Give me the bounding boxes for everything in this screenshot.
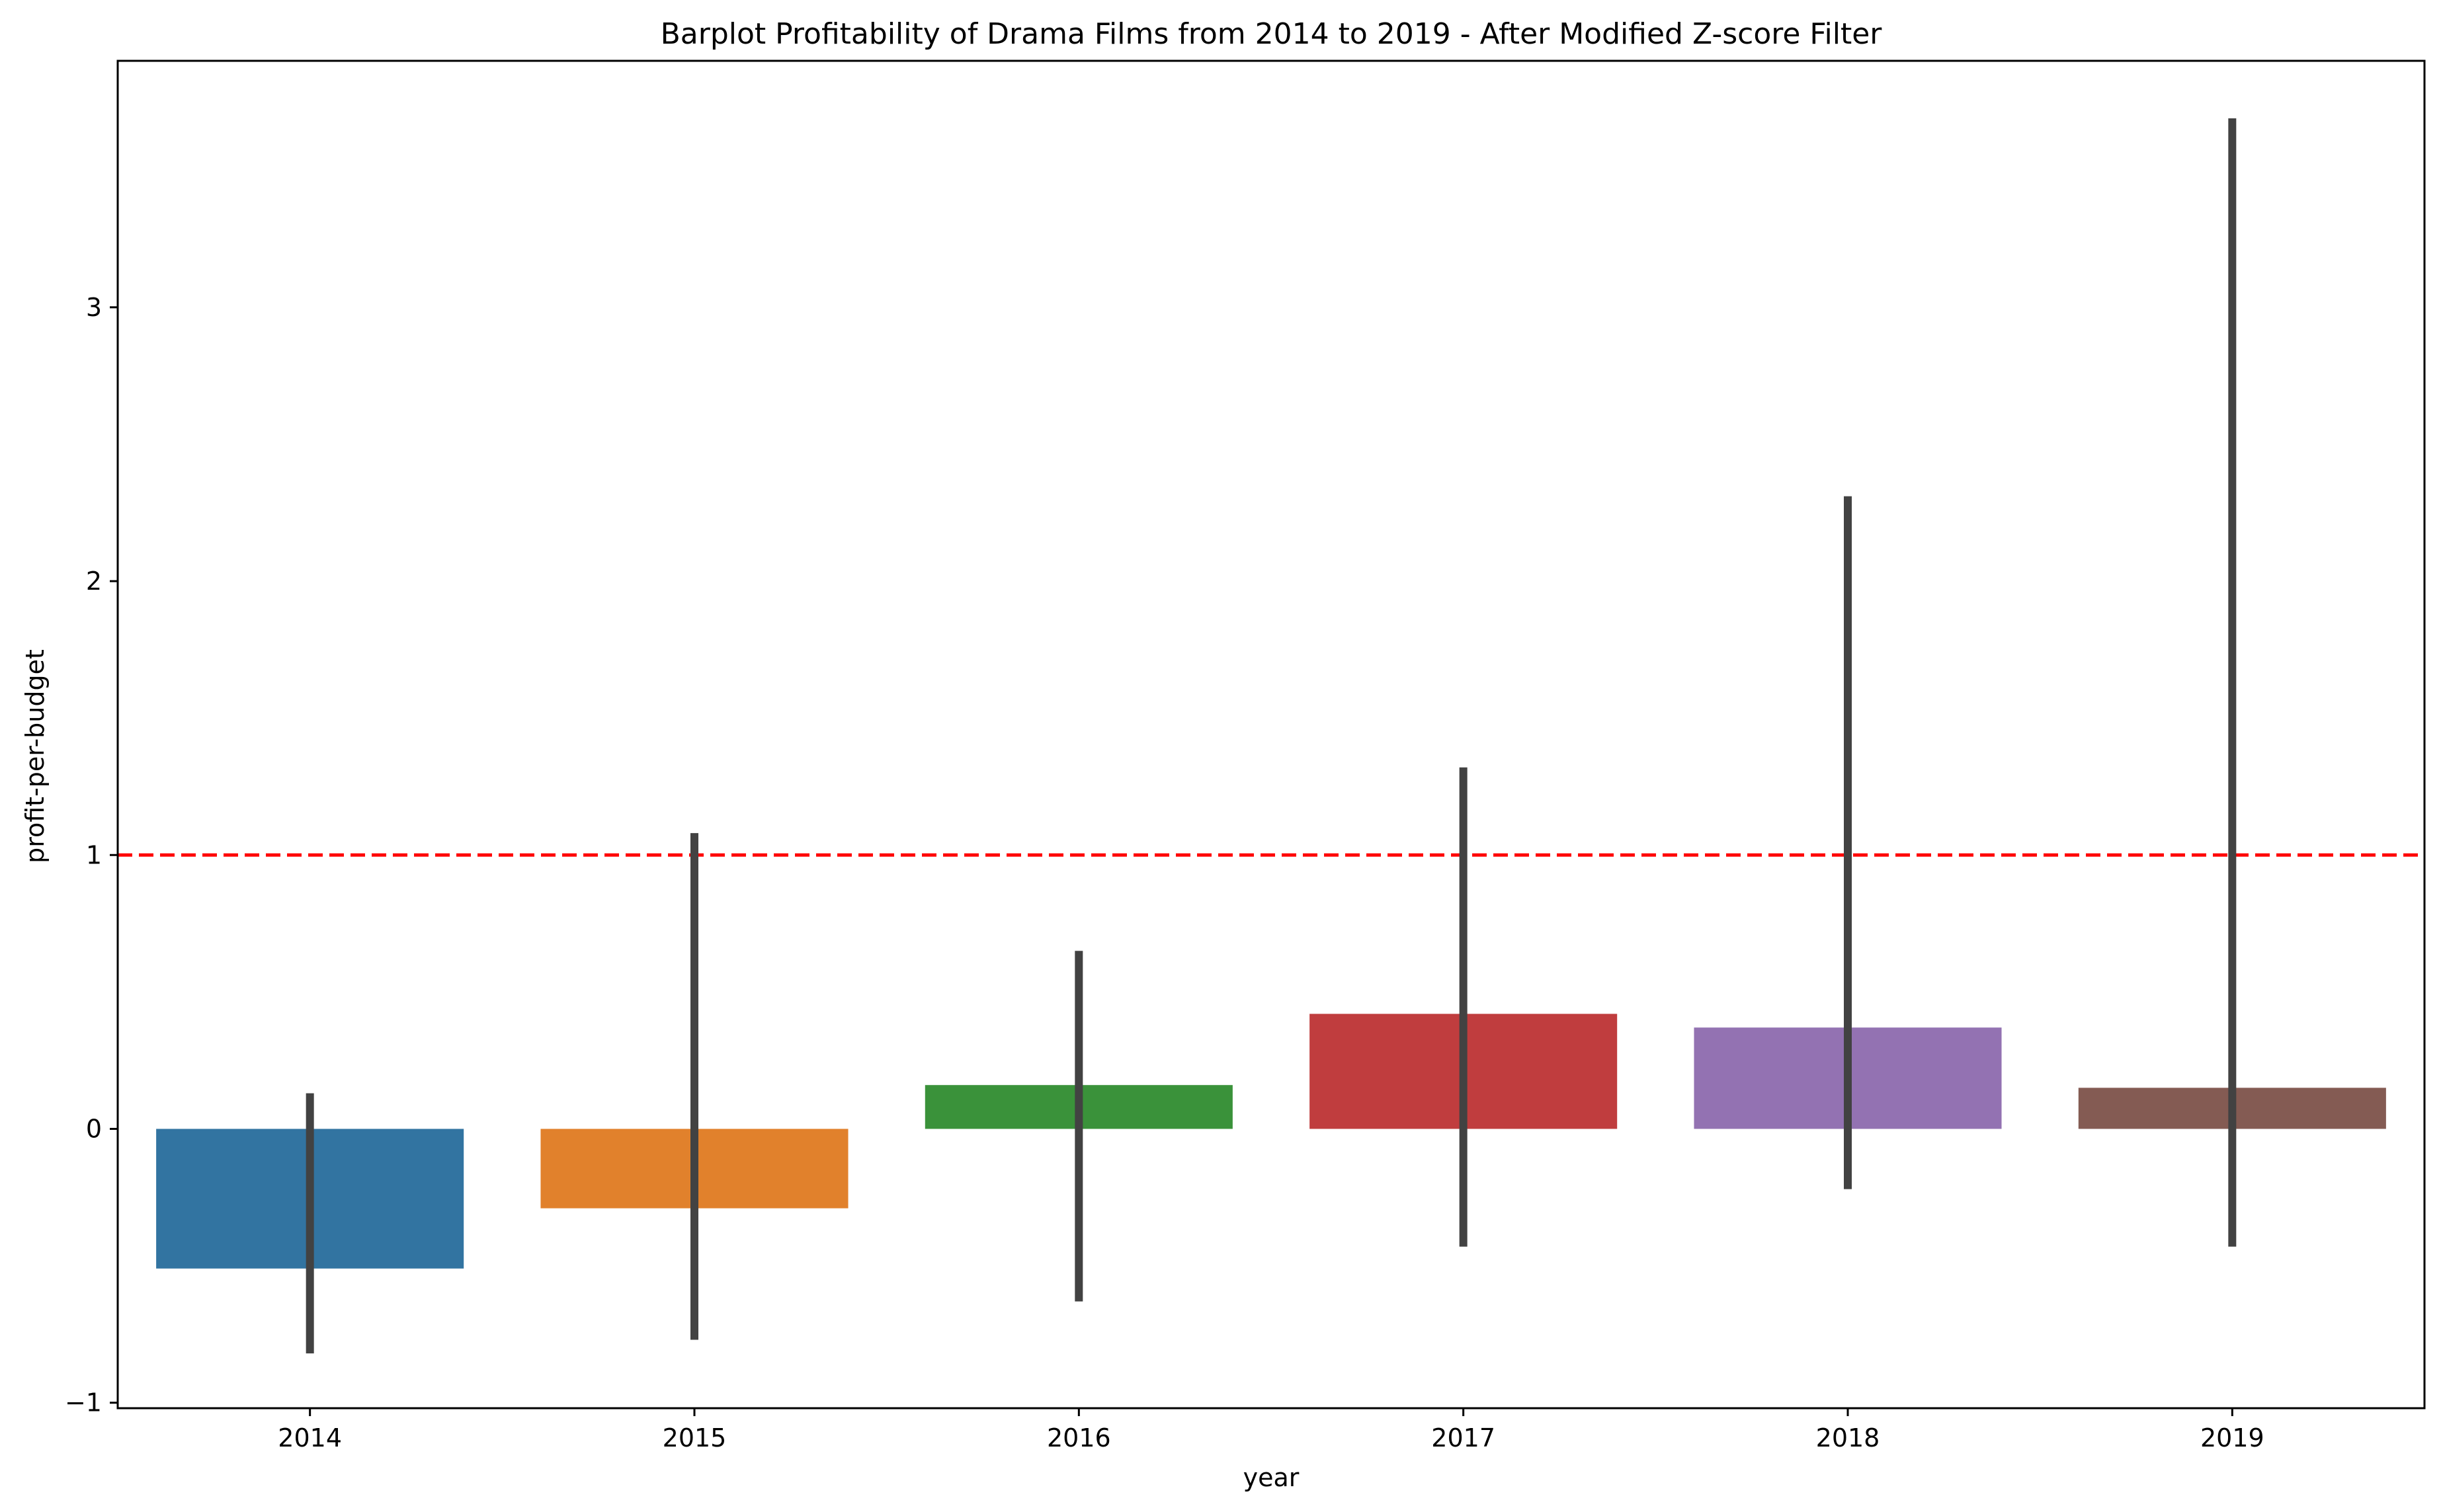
plot-area: −1 0 1 2 3 2014 2015 2016 2017 2018 2019 (65, 60, 2426, 1452)
axes-frame (116, 60, 2426, 1410)
chart-title: Barplot Profitability of Drama Films fro… (661, 17, 1883, 51)
y-tick-label: 1 (86, 840, 102, 869)
y-tick-label: 2 (86, 567, 102, 596)
x-tick-label: 2019 (2200, 1423, 2264, 1452)
x-tick-label: 2015 (663, 1423, 727, 1452)
y-tick-label: 3 (86, 293, 102, 322)
x-tick-label: 2014 (278, 1423, 342, 1452)
x-tick-label: 2018 (1816, 1423, 1880, 1452)
x-axis-label: year (1243, 1463, 1300, 1492)
x-tick-label: 2016 (1047, 1423, 1111, 1452)
y-tick-label: −1 (65, 1388, 102, 1417)
y-tick-label: 0 (86, 1114, 102, 1143)
x-tick-label: 2017 (1431, 1423, 1495, 1452)
y-axis-label: profit-per-budget (21, 649, 50, 863)
